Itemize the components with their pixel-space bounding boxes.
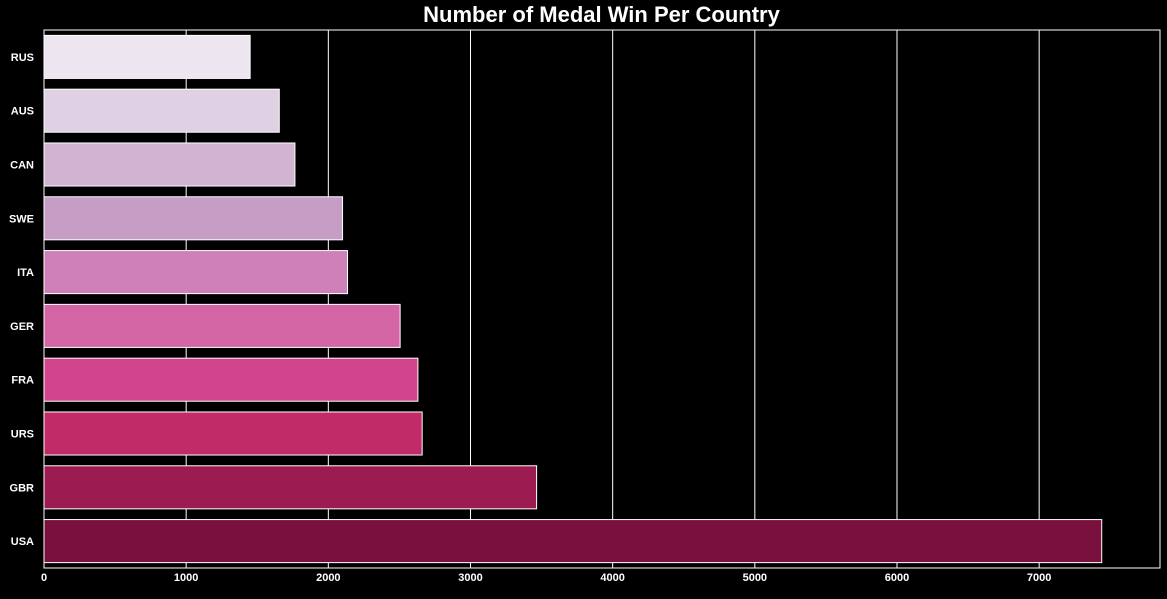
x-tick-label: 5000 bbox=[743, 572, 767, 584]
y-tick-label: AUS bbox=[11, 106, 34, 118]
bars bbox=[43, 34, 1103, 564]
bar-aus bbox=[43, 88, 280, 133]
y-tick-label: GBR bbox=[10, 482, 35, 494]
y-tick-label: URS bbox=[11, 429, 34, 441]
y-tick-label: CAN bbox=[10, 160, 34, 172]
y-tick-label: SWE bbox=[9, 213, 34, 225]
bar-gbr bbox=[43, 465, 538, 510]
y-tick-label: GER bbox=[10, 321, 34, 333]
y-tick-label: ITA bbox=[17, 267, 34, 279]
bar-fra bbox=[43, 357, 419, 402]
bar-ita bbox=[43, 250, 349, 295]
bar-swe bbox=[43, 196, 344, 241]
x-tick-label: 6000 bbox=[885, 572, 909, 584]
y-tick-label: FRA bbox=[11, 375, 34, 387]
bar-urs bbox=[43, 411, 423, 456]
plot-frame bbox=[43, 29, 1161, 569]
bar-usa bbox=[43, 519, 1103, 564]
x-tick-label: 2000 bbox=[316, 572, 340, 584]
x-tick-label: 7000 bbox=[1027, 572, 1051, 584]
x-tick-label: 4000 bbox=[600, 572, 624, 584]
bar-can bbox=[43, 142, 296, 187]
y-tick-label: RUS bbox=[11, 52, 34, 64]
bar-ger bbox=[43, 303, 401, 348]
chart-title: Number of Medal Win Per Country bbox=[423, 2, 780, 27]
x-axis-ticks: 0 1000 2000 3000 4000 5000 6000 7000 bbox=[41, 572, 1051, 584]
y-tick-label: USA bbox=[11, 536, 34, 548]
y-axis-ticks: RUS AUS CAN SWE ITA GER FRA URS GBR USA bbox=[9, 52, 34, 548]
x-tick-label: 3000 bbox=[458, 572, 482, 584]
x-tick-label: 0 bbox=[41, 572, 47, 584]
bar-rus bbox=[43, 34, 251, 79]
x-tick-label: 1000 bbox=[174, 572, 198, 584]
